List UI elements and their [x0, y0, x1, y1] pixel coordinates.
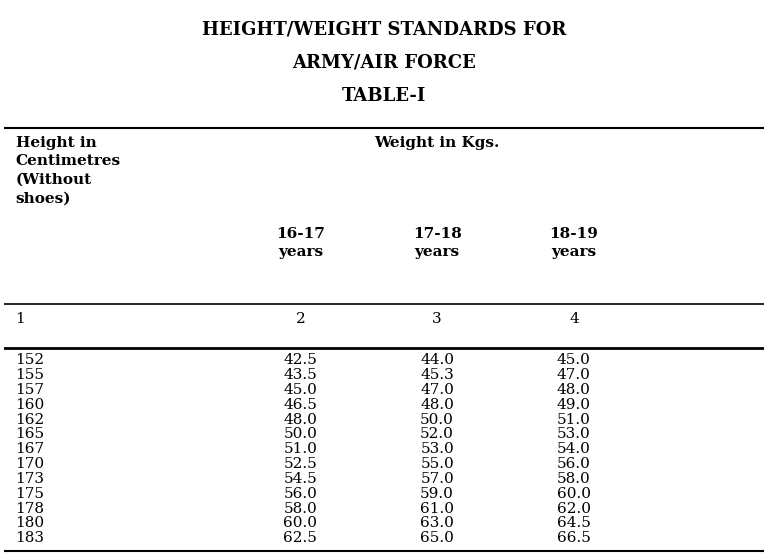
Text: 58.0: 58.0 [283, 502, 317, 516]
Text: 61.0: 61.0 [420, 502, 454, 516]
Text: 170: 170 [15, 457, 45, 471]
Text: 2: 2 [296, 312, 306, 326]
Text: 152: 152 [15, 353, 45, 367]
Text: 59.0: 59.0 [420, 487, 454, 501]
Text: 180: 180 [15, 517, 45, 531]
Text: 57.0: 57.0 [420, 472, 454, 486]
Text: 162: 162 [15, 412, 45, 426]
Text: 53.0: 53.0 [557, 427, 591, 441]
Text: 56.0: 56.0 [557, 457, 591, 471]
Text: 44.0: 44.0 [420, 353, 454, 367]
Text: 63.0: 63.0 [420, 517, 454, 531]
Text: 55.0: 55.0 [420, 457, 454, 471]
Text: 155: 155 [15, 368, 45, 382]
Text: 173: 173 [15, 472, 45, 486]
Text: 62.5: 62.5 [283, 531, 317, 545]
Text: 4: 4 [569, 312, 579, 326]
Text: 50.0: 50.0 [283, 427, 317, 441]
Text: 175: 175 [15, 487, 45, 501]
Text: 48.0: 48.0 [557, 383, 591, 397]
Text: 60.0: 60.0 [283, 517, 317, 531]
Text: 183: 183 [15, 531, 45, 545]
Text: 157: 157 [15, 383, 45, 397]
Text: 45.0: 45.0 [283, 383, 317, 397]
Text: 62.0: 62.0 [557, 502, 591, 516]
Text: 66.5: 66.5 [557, 531, 591, 545]
Text: 54.5: 54.5 [283, 472, 317, 486]
Text: 17-18
years: 17-18 years [412, 227, 462, 259]
Text: 178: 178 [15, 502, 45, 516]
Text: 45.3: 45.3 [420, 368, 454, 382]
Text: 54.0: 54.0 [557, 442, 591, 456]
Text: 56.0: 56.0 [283, 487, 317, 501]
Text: 16-17
years: 16-17 years [276, 227, 325, 259]
Text: 65.0: 65.0 [420, 531, 454, 545]
Text: 47.0: 47.0 [557, 368, 591, 382]
Text: Height in
Centimetres
(Without
shoes): Height in Centimetres (Without shoes) [15, 136, 121, 205]
Text: 51.0: 51.0 [283, 442, 317, 456]
Text: 64.5: 64.5 [557, 517, 591, 531]
Text: 45.0: 45.0 [557, 353, 591, 367]
Text: 51.0: 51.0 [557, 412, 591, 426]
Text: HEIGHT/WEIGHT STANDARDS FOR: HEIGHT/WEIGHT STANDARDS FOR [202, 21, 566, 39]
Text: 46.5: 46.5 [283, 398, 317, 412]
Text: ARMY/AIR FORCE: ARMY/AIR FORCE [292, 54, 476, 71]
Text: 48.0: 48.0 [420, 398, 454, 412]
Text: 167: 167 [15, 442, 45, 456]
Text: 60.0: 60.0 [557, 487, 591, 501]
Text: 47.0: 47.0 [420, 383, 454, 397]
Text: 48.0: 48.0 [283, 412, 317, 426]
Text: 53.0: 53.0 [420, 442, 454, 456]
Text: 52.5: 52.5 [283, 457, 317, 471]
Text: 3: 3 [432, 312, 442, 326]
Text: 1: 1 [15, 312, 25, 326]
Text: 42.5: 42.5 [283, 353, 317, 367]
Text: 52.0: 52.0 [420, 427, 454, 441]
Text: 58.0: 58.0 [557, 472, 591, 486]
Text: 50.0: 50.0 [420, 412, 454, 426]
Text: 160: 160 [15, 398, 45, 412]
Text: 43.5: 43.5 [283, 368, 317, 382]
Text: Weight in Kgs.: Weight in Kgs. [375, 136, 500, 150]
Text: TABLE-I: TABLE-I [342, 86, 426, 104]
Text: 18-19
years: 18-19 years [549, 227, 598, 259]
Text: 49.0: 49.0 [557, 398, 591, 412]
Text: 165: 165 [15, 427, 45, 441]
